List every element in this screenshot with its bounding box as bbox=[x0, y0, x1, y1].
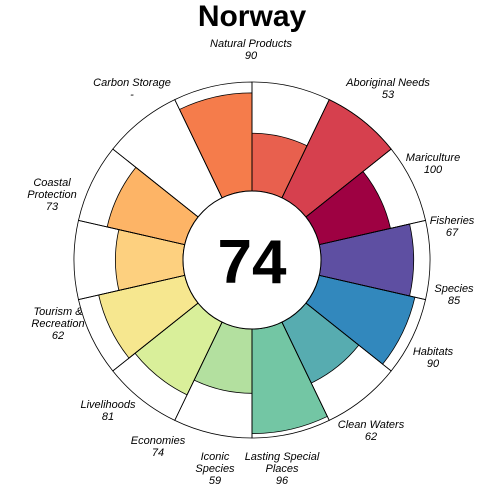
label-iconic-species: Iconic Species 59 bbox=[195, 451, 235, 487]
label-fisheries: Fisheries 67 bbox=[430, 215, 475, 239]
label-lasting-special-places: Lasting Special Places 96 bbox=[245, 451, 320, 487]
center-circle bbox=[182, 190, 322, 330]
label-coastal-protection: Coastal Protection 73 bbox=[27, 177, 77, 213]
label-habitats: Habitats 90 bbox=[413, 346, 454, 370]
label-carbon-storage: Carbon Storage - bbox=[93, 77, 171, 101]
label-mariculture: Mariculture 100 bbox=[406, 152, 460, 176]
chart-title: Norway bbox=[197, 0, 307, 33]
label-species: Species 85 bbox=[434, 283, 474, 307]
center-score: 74 bbox=[218, 228, 287, 297]
label-livelihoods: Livelihoods 81 bbox=[80, 399, 136, 423]
label-economies: Economies 74 bbox=[131, 435, 186, 459]
label-tourism-recreation: Tourism & Recreation 62 bbox=[31, 306, 84, 342]
petal-natural-products bbox=[178, 92, 253, 199]
label-aboriginal-needs: Aboriginal Needs 53 bbox=[345, 77, 430, 101]
label-clean-waters: Clean Waters 62 bbox=[338, 419, 405, 443]
label-natural-products: Natural Products 90 bbox=[210, 38, 292, 62]
